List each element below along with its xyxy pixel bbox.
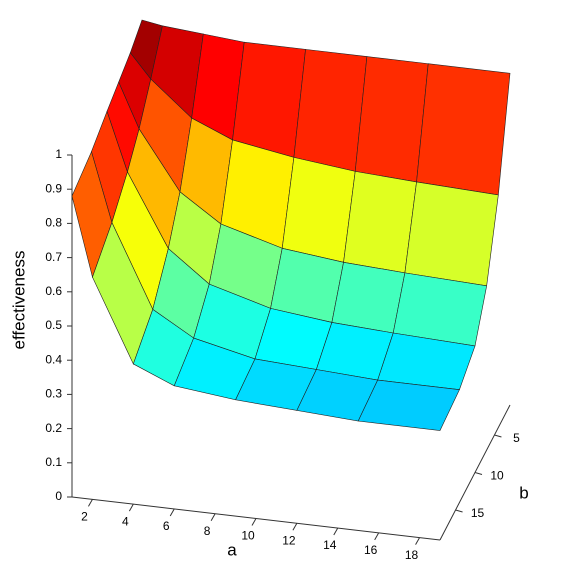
z-tick-label: 0.2 xyxy=(45,421,62,435)
z-tick-label: 0.8 xyxy=(45,216,62,230)
surface-patch xyxy=(232,41,306,158)
z-tick-label: 0.6 xyxy=(45,284,62,298)
surface-patch xyxy=(404,181,499,287)
y-tick-label: 15 xyxy=(471,506,485,520)
x-axis-label: a xyxy=(227,540,237,559)
surface-patch xyxy=(281,157,356,263)
x-tick xyxy=(210,513,216,521)
surface-patch xyxy=(354,56,429,183)
x-tick-label: 8 xyxy=(204,524,211,538)
x-tick xyxy=(128,503,134,512)
x-tick xyxy=(333,527,339,536)
y-tick-label: 5 xyxy=(513,431,520,445)
z-tick-label: 0.5 xyxy=(45,318,62,332)
z-tick-label: 0.3 xyxy=(45,387,62,401)
x-tick xyxy=(415,537,420,545)
x-tick-label: 4 xyxy=(122,514,129,528)
x-tick-label: 12 xyxy=(282,533,296,547)
z-tick-label: 0 xyxy=(55,489,62,503)
z-axis-label: effectiveness xyxy=(9,251,28,350)
x-tick-label: 10 xyxy=(241,529,255,543)
z-tick-label: 0.1 xyxy=(45,455,62,469)
x-tick-label: 6 xyxy=(163,519,170,533)
z-tick-label: 0.9 xyxy=(45,181,62,195)
surface-patch xyxy=(357,379,460,431)
surface-patch xyxy=(293,49,368,172)
x-tick xyxy=(251,518,257,526)
y-tick xyxy=(474,472,483,475)
x-tick-label: 14 xyxy=(323,538,337,552)
x-tick xyxy=(169,508,175,517)
x-tick xyxy=(88,499,93,507)
surface-patch xyxy=(343,171,417,274)
x-tick xyxy=(374,532,380,541)
surface-patch xyxy=(331,261,406,334)
x-tick-label: 18 xyxy=(405,548,419,562)
surface-patch xyxy=(416,63,511,196)
y-tick xyxy=(455,509,463,513)
x-tick-label: 2 xyxy=(81,510,88,524)
y-tick-label: 10 xyxy=(490,469,504,483)
z-tick-label: 1 xyxy=(55,147,62,161)
y-tick xyxy=(494,434,502,438)
z-tick-label: 0.4 xyxy=(45,352,62,366)
x-tick-label: 16 xyxy=(364,543,378,557)
x-tick xyxy=(292,523,298,531)
y-axis-label: b xyxy=(519,483,528,502)
z-tick-label: 0.7 xyxy=(45,250,62,264)
